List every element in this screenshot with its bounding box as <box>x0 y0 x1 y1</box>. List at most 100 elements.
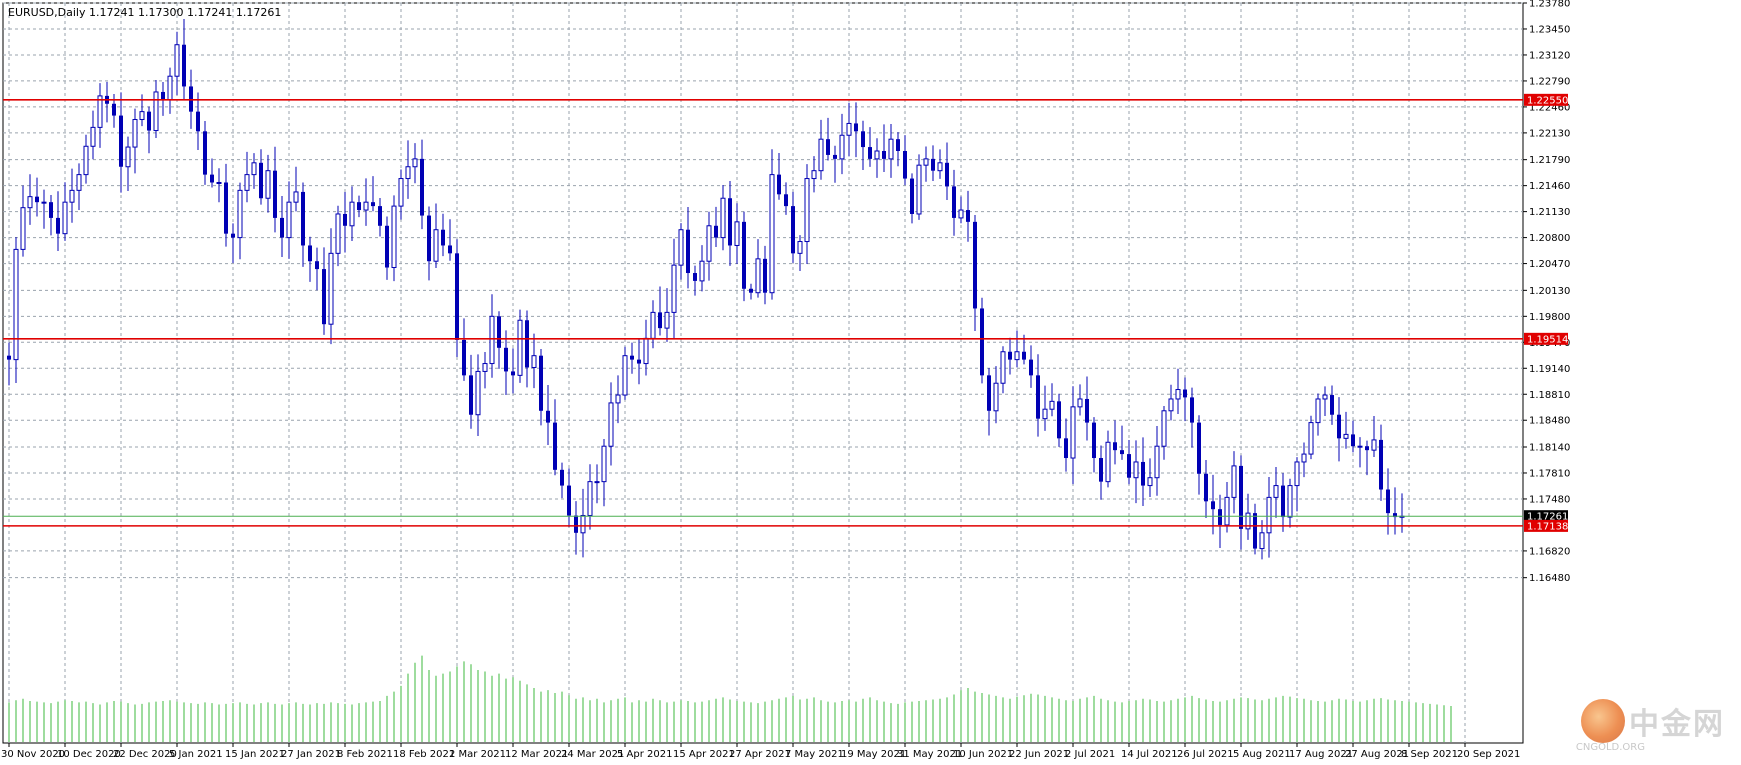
candle-body-bull <box>671 264 677 313</box>
candle-body-bear <box>742 221 746 289</box>
candle-body-bear <box>1008 351 1012 360</box>
candle <box>987 367 991 436</box>
candle-body-bull <box>517 319 523 376</box>
candle <box>763 245 767 305</box>
candle <box>1315 393 1321 436</box>
candle <box>20 185 26 257</box>
candle-body-bull <box>755 258 761 294</box>
candle-body-bear <box>210 174 214 183</box>
candle-body-bull <box>580 514 586 534</box>
candle-body-bear <box>637 359 641 364</box>
candle-body-bear <box>1379 439 1383 490</box>
candle <box>97 83 103 148</box>
candle <box>1049 383 1055 417</box>
candle <box>62 182 68 241</box>
level-label: 1.19514 <box>1527 334 1568 345</box>
candle <box>699 245 705 292</box>
candle-body-bull <box>489 315 495 365</box>
candle-body-bear <box>1239 465 1243 529</box>
candle <box>1085 376 1089 441</box>
x-tick-label: 18 Feb 2021 <box>393 749 455 760</box>
candle <box>580 488 586 558</box>
candle-body-bull <box>1042 408 1048 420</box>
candle-body-bull <box>1357 445 1363 448</box>
candle <box>1175 368 1181 414</box>
x-tick-label: 19 May 2021 <box>841 749 906 760</box>
candle <box>952 169 956 236</box>
candle-body-bear <box>791 206 795 254</box>
candle <box>132 108 138 174</box>
x-tick-label: 31 May 2021 <box>897 749 962 760</box>
candle-body-bear <box>427 215 431 262</box>
candle <box>818 119 824 180</box>
candle-body-bear <box>749 288 753 293</box>
candle <box>147 106 151 154</box>
candle-body-bull <box>1301 453 1307 463</box>
candle-body-bull <box>132 119 138 148</box>
candle-body-bull <box>97 95 103 128</box>
candle <box>1057 393 1061 447</box>
candle-body-bear <box>1281 485 1285 518</box>
candle <box>706 211 712 281</box>
candle-body-bear <box>469 375 473 415</box>
candle-body-bear <box>1022 351 1026 360</box>
candle-body-bull <box>153 91 159 132</box>
candle-body-bull <box>1000 351 1006 384</box>
candle <box>76 163 82 210</box>
x-tick-label: 15 Apr 2021 <box>673 749 735 760</box>
candle <box>119 92 123 193</box>
candle <box>1204 460 1208 518</box>
candle <box>1197 415 1201 495</box>
candle <box>265 154 271 213</box>
candle-body-bull <box>482 363 488 372</box>
candle-body-bull <box>678 229 684 266</box>
candle <box>1273 467 1279 518</box>
x-tick-label: 5 Aug 2021 <box>1233 749 1291 760</box>
candle <box>993 366 999 424</box>
x-tick-label: 14 Jul 2021 <box>1121 749 1178 760</box>
candle <box>923 146 929 182</box>
candle-body-bull <box>328 252 334 325</box>
candle <box>315 247 319 291</box>
candle-body-bull <box>846 122 852 136</box>
candle-body-bear <box>952 186 956 218</box>
candle-body-bear <box>1036 375 1040 419</box>
candle <box>286 181 292 259</box>
candle <box>1224 482 1230 533</box>
candle <box>553 399 557 476</box>
x-tick-label: 22 Dec 2020 <box>113 749 177 760</box>
candle <box>35 177 39 217</box>
candle-body-bull <box>734 221 740 246</box>
candle <box>441 213 445 257</box>
candle-body-bull <box>286 201 292 239</box>
candle-body-bull <box>615 394 621 404</box>
candle-body-bear <box>1330 395 1334 415</box>
candle <box>664 288 670 342</box>
candle <box>1287 478 1293 528</box>
candle <box>973 215 977 332</box>
candle <box>280 195 284 257</box>
candle <box>1239 455 1243 550</box>
candle-body-bull <box>531 355 537 368</box>
x-tick-label: 2 Mar 2021 <box>449 749 506 760</box>
candle-body-bull <box>1161 410 1167 447</box>
candle <box>1231 451 1237 514</box>
candle-body-bear <box>546 410 550 423</box>
candle <box>1099 445 1103 500</box>
candle-body-bull <box>475 370 481 416</box>
candle <box>1211 474 1215 535</box>
candle-body-bear <box>1253 513 1257 549</box>
y-tick-label: 1.20470 <box>1529 259 1570 270</box>
candle <box>931 145 935 181</box>
candle-body-bear <box>1393 513 1397 518</box>
x-tick-label: 15 Jan 2021 <box>225 749 285 760</box>
candle-body-bear <box>826 139 830 155</box>
candle-body-bear <box>910 178 914 214</box>
candle <box>448 219 452 261</box>
candle <box>398 169 404 220</box>
candle <box>686 206 690 289</box>
candle <box>391 195 397 282</box>
candle <box>797 235 803 271</box>
